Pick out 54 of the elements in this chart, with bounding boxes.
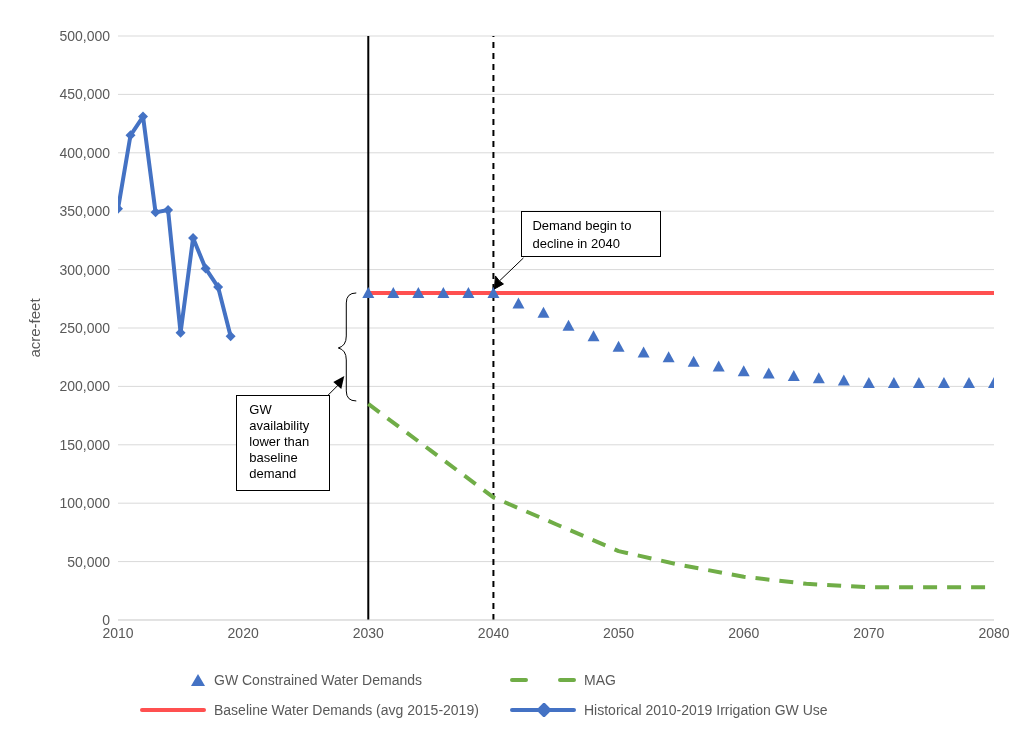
legend-label: GW Constrained Water Demands bbox=[214, 672, 422, 688]
y-tick-label: 450,000 bbox=[59, 86, 111, 103]
x-tick-label: 2050 bbox=[602, 624, 635, 641]
point bbox=[737, 365, 750, 377]
y-tick-label: 250,000 bbox=[59, 319, 111, 336]
point bbox=[862, 376, 875, 388]
point bbox=[887, 376, 900, 388]
x-tick-label: 2060 bbox=[728, 624, 760, 641]
point bbox=[612, 340, 625, 352]
annotation: GW availability lower than baseline demand bbox=[236, 394, 331, 491]
point bbox=[937, 376, 950, 388]
x-tick-label: 2030 bbox=[352, 624, 385, 641]
point bbox=[225, 331, 236, 342]
point bbox=[437, 286, 450, 298]
point bbox=[912, 376, 925, 388]
point bbox=[587, 330, 600, 342]
point bbox=[362, 286, 375, 298]
point bbox=[150, 207, 161, 218]
y-tick-label: 50,000 bbox=[67, 553, 111, 570]
point bbox=[512, 297, 525, 309]
point bbox=[787, 369, 800, 381]
x-tick-label: 2070 bbox=[853, 624, 885, 641]
point bbox=[562, 319, 575, 331]
point bbox=[387, 286, 400, 298]
point bbox=[712, 360, 725, 372]
y-axis-title: acre-feet bbox=[26, 297, 44, 358]
point bbox=[537, 306, 550, 318]
legend-label: MAG bbox=[584, 672, 616, 688]
point bbox=[213, 282, 224, 293]
y-tick-label: 400,000 bbox=[59, 144, 111, 161]
annotation: Demand begin to decline in 2040 bbox=[521, 210, 662, 257]
point bbox=[200, 263, 211, 274]
point bbox=[762, 367, 775, 379]
y-tick-label: 350,000 bbox=[59, 203, 111, 220]
point bbox=[687, 355, 700, 367]
point bbox=[837, 374, 850, 386]
x-tick-label: 2020 bbox=[227, 624, 259, 641]
legend-label: Historical 2010-2019 Irrigation GW Use bbox=[584, 702, 828, 718]
point bbox=[487, 286, 500, 298]
x-tick-label: 2040 bbox=[477, 624, 510, 641]
point bbox=[412, 286, 425, 298]
x-tick-label: 2080 bbox=[978, 624, 1010, 641]
point bbox=[125, 130, 136, 141]
y-tick-label: 200,000 bbox=[59, 378, 111, 395]
point bbox=[637, 346, 650, 358]
legend-label: Baseline Water Demands (avg 2015-2019) bbox=[214, 702, 479, 718]
y-tick-label: 300,000 bbox=[59, 261, 111, 278]
point bbox=[812, 372, 825, 384]
y-tick-label: 500,000 bbox=[59, 27, 111, 44]
point bbox=[462, 286, 475, 298]
point bbox=[662, 351, 675, 363]
point bbox=[962, 376, 975, 388]
y-tick-label: 100,000 bbox=[59, 495, 111, 512]
y-tick-label: 150,000 bbox=[59, 436, 111, 453]
